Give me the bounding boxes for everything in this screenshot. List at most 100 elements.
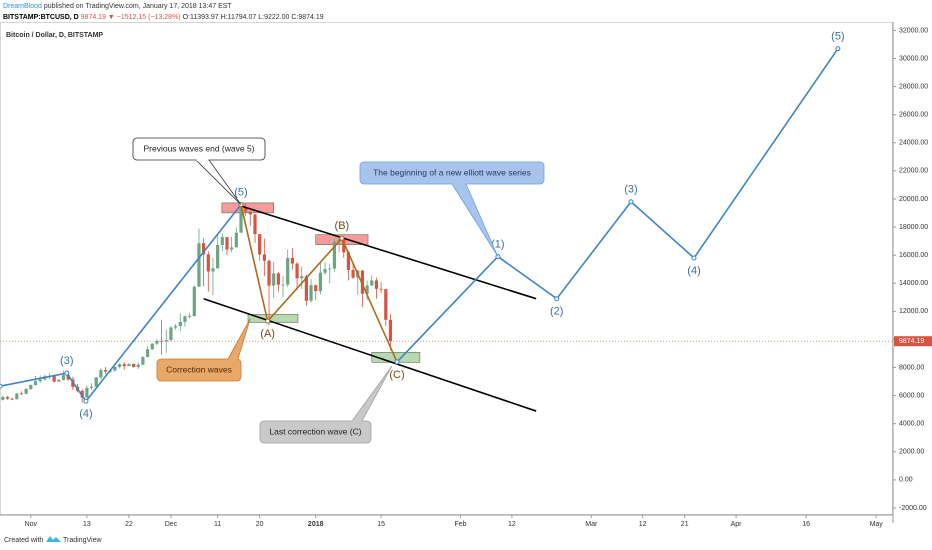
candle-body [374, 280, 379, 289]
candle-body [272, 273, 276, 286]
published: published on TradingView.com, January 17… [44, 3, 233, 10]
y-tick-label: 22000.00 [899, 168, 928, 175]
callout-box [359, 161, 545, 185]
candle-body [29, 385, 33, 390]
candle-body [253, 214, 257, 235]
quote-high: H:11794.07 [221, 14, 257, 21]
candle-body [295, 263, 299, 279]
wave-point [265, 318, 271, 324]
wave-point [691, 255, 697, 261]
candle-body [178, 321, 182, 327]
candle-body [220, 237, 224, 245]
candle-body [188, 316, 192, 317]
candle-body [351, 269, 355, 278]
footer-logo [46, 536, 61, 542]
y-tick-label: 32000.00 [899, 27, 928, 34]
wave-point [554, 296, 560, 302]
x-tick-label: Apr [731, 521, 743, 528]
wave-label: (5) [234, 186, 247, 198]
x-tick-label: 11 [214, 521, 221, 528]
candle-body [328, 268, 332, 270]
wave-line [240, 204, 398, 363]
wave-point [0, 383, 3, 389]
candle-body [24, 389, 28, 394]
author[interactable]: DreamBlood [3, 3, 42, 10]
y-tick-label: 12000.00 [899, 308, 928, 315]
wave-line [0, 204, 242, 403]
candle-body [38, 379, 42, 382]
x-tick-label: 15 [377, 521, 385, 528]
y-tick-label: 14000.00 [899, 280, 928, 287]
x-tick-label: Feb [454, 521, 466, 528]
candle-body [314, 285, 318, 292]
candle-body [239, 207, 243, 233]
candle-body [323, 269, 327, 273]
candle-body [159, 340, 164, 342]
candle-body [141, 356, 145, 365]
wave-point [628, 199, 634, 205]
candle-body [10, 398, 14, 400]
candle-body [52, 375, 56, 382]
candle-body [169, 327, 173, 341]
candle-body [136, 364, 140, 367]
y-tick-label: 4000.00 [899, 421, 924, 428]
wave-label: (4) [79, 408, 92, 420]
wave-label: (5) [831, 31, 844, 43]
candle-body [248, 211, 252, 215]
candle-body [117, 364, 122, 367]
x-tick-label: 20 [256, 521, 264, 528]
candle-body [244, 207, 248, 212]
candle-body [150, 343, 154, 350]
candle-body [127, 364, 131, 367]
price-tag-label: 9874.19 [899, 338, 924, 345]
candle-body [225, 237, 229, 250]
candle-body [66, 375, 70, 380]
y-tick-label: -2000.00 [899, 505, 927, 512]
candle-body [155, 340, 159, 344]
y-tick-label: 30000.00 [899, 55, 928, 62]
y-tick-label: 18000.00 [899, 224, 928, 231]
callout-seam [196, 159, 209, 161]
y-tick-label: 6000.00 [899, 392, 924, 399]
callout-text: Correction waves [166, 364, 232, 374]
wave-point [394, 359, 400, 365]
x-tick-label: 12 [508, 521, 516, 528]
x-tick-label: Dec [165, 521, 178, 528]
candle-body [370, 280, 374, 286]
y-tick-label: 8000.00 [899, 364, 924, 371]
candle-body [174, 326, 178, 328]
candle-body [234, 232, 238, 248]
candle-body [5, 397, 10, 399]
callout-text: Previous waves end (wave 5) [143, 143, 254, 153]
y-tick-label: 26000.00 [899, 112, 928, 119]
quote-line: BITSTAMP:BTCUSD, D 9874.19 ▼ −1512.15 (−… [3, 14, 324, 21]
callout-seam [228, 358, 238, 360]
candle-body [33, 381, 38, 386]
footer-brand[interactable]: TradingView [63, 537, 102, 544]
candle-body [19, 393, 24, 395]
candle-body [365, 285, 369, 294]
y-tick-label: 2000.00 [899, 449, 924, 456]
x-tick-label: 16 [802, 521, 810, 528]
wave-point [83, 398, 89, 404]
callout-box [156, 358, 242, 382]
y-tick-label: 0.00 [899, 477, 913, 484]
candle-body [206, 254, 210, 272]
candle-body [304, 276, 308, 301]
x-tick-label: May [870, 521, 884, 528]
candle-body [216, 244, 220, 269]
candle-body [103, 370, 108, 372]
wave-label: (A) [260, 328, 275, 340]
wave-point [835, 46, 841, 52]
channel-line [203, 297, 537, 412]
quote-open: O:11393.97 [183, 14, 219, 21]
quote-change: ▼ −1512.15 (−13.28%) [108, 14, 181, 21]
x-tick-label: 12 [639, 521, 647, 528]
candle-body [145, 349, 150, 357]
candle-body [388, 319, 393, 342]
candle-body [89, 386, 94, 388]
x-tick-label: Nov [25, 521, 38, 528]
candle-body [379, 288, 383, 290]
price-tag [894, 336, 932, 347]
